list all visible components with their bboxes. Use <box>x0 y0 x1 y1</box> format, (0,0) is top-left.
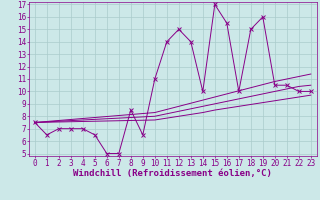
X-axis label: Windchill (Refroidissement éolien,°C): Windchill (Refroidissement éolien,°C) <box>73 169 272 178</box>
